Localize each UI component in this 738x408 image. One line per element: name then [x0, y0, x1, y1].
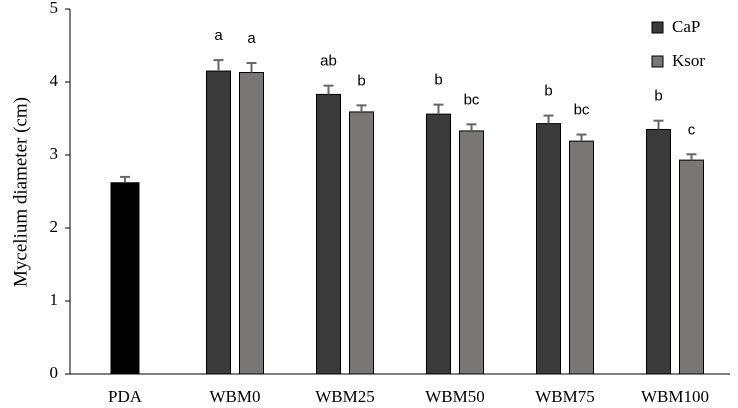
bar-cap-wbm0: [206, 70, 231, 375]
legend-label-cap: CaP: [672, 17, 700, 36]
bar-cap-wbm75: [536, 123, 561, 375]
bar-ksor-wbm75: [569, 140, 594, 375]
y-tick-label: 0: [50, 363, 59, 382]
legend-label-ksor: Ksor: [672, 51, 705, 70]
significance-letter: b: [654, 88, 662, 105]
y-tick-label: 4: [50, 71, 59, 90]
legend-swatch-cap: [651, 21, 664, 34]
bar-ksor-wbm100: [679, 159, 704, 375]
x-tick-label: PDA: [108, 387, 143, 406]
legend: CaP Ksor: [651, 17, 705, 70]
y-axis-label: Mycelium diameter (cm): [10, 97, 31, 287]
x-tick-label: WBM0: [210, 387, 261, 406]
x-tick-label: WBM25: [315, 387, 375, 406]
x-tick-label: WBM50: [425, 387, 485, 406]
bar-cap-wbm25: [316, 93, 341, 375]
bar-ksor-wbm25: [349, 111, 374, 375]
significance-letter: bc: [464, 91, 480, 108]
significance-letter: a: [214, 27, 223, 44]
legend-swatch-ksor: [651, 55, 664, 68]
bar-cap-wbm100: [646, 128, 671, 375]
y-tick-label: 3: [50, 144, 59, 163]
x-tick-label: WBM75: [535, 387, 595, 406]
y-tick-label: 5: [50, 0, 59, 17]
bar-ksor-wbm50: [459, 130, 484, 375]
bar-cap-wbm50: [426, 113, 451, 375]
significance-letter: b: [357, 72, 365, 89]
significance-letter: a: [247, 30, 256, 47]
x-tick-label: WBM100: [641, 387, 709, 406]
significance-letter: b: [434, 72, 442, 89]
significance-letter: c: [688, 121, 696, 138]
significance-letter: bc: [574, 102, 590, 119]
y-tick-label: 1: [50, 290, 59, 309]
significance-letter: ab: [320, 53, 337, 70]
significance-letter: b: [544, 83, 552, 100]
y-tick-label: 2: [50, 217, 59, 236]
bar-pda: [110, 182, 140, 375]
bar-ksor-wbm0: [239, 72, 264, 375]
